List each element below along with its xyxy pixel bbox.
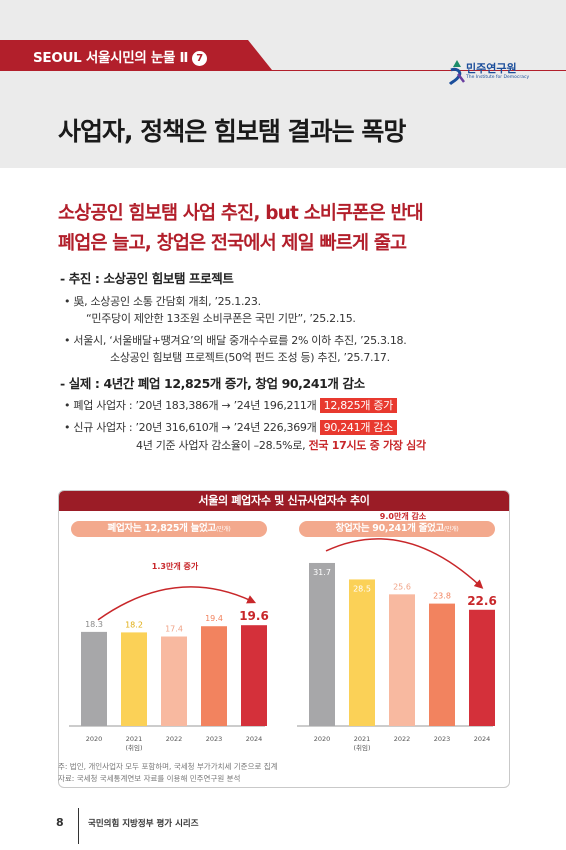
closure-tick-label-2020: 2020	[86, 735, 103, 743]
section2-bullet3: 4년 기준 사업자 감소율이 –28.5%로, 전국 17시도 중 가장 심각	[136, 439, 427, 452]
startup-value-label-2020: 31.7	[313, 568, 331, 577]
startup-bar-2021	[349, 579, 375, 726]
header-band	[0, 0, 566, 168]
closure-value-label-2021: 18.2	[125, 620, 143, 629]
page-number: 8	[56, 816, 64, 829]
section2-bullet1: • 폐업 사업자 : ’20년 183,386개 → ’24년 196,211개…	[64, 397, 397, 413]
chart-note: 주: 법인, 개인사업자 모두 포함하며, 국세청 부가가치세 기준으로 집계	[58, 762, 278, 771]
headline-line-1: 소상공인 힘보탬 사업 추진, but 소비쿠폰은 반대	[58, 203, 424, 224]
section2-highlight-1: 12,825개 증가	[319, 398, 397, 413]
logo-subtitle: The Institute for Democracy	[466, 75, 530, 80]
startup-value-label-2023: 23.8	[433, 592, 451, 601]
closure-value-label-2022: 17.4	[165, 625, 183, 634]
series-number: 7	[192, 51, 208, 66]
header-rule	[0, 70, 566, 71]
section2-title: - 실제 : 4년간 폐업 12,825개 증가, 창업 90,241개 감소	[60, 376, 365, 391]
logo: 민주연구원 The Institute for Democracy	[448, 58, 538, 88]
startup-annotation: 9.0만개 감소	[380, 511, 427, 521]
startup-tick-label-2023: 2023	[434, 735, 451, 743]
startup-bar-2023	[429, 603, 455, 726]
closure-tick-label-2023: 2023	[206, 735, 223, 743]
closure-tick-label-2021: 2021	[126, 735, 143, 743]
startup-value-label-2021: 28.5	[353, 584, 371, 593]
startup-tick-label-2020: 2020	[314, 735, 331, 743]
section2-highlight-2: 90,241개 감소	[319, 420, 397, 435]
closure-value-label-2023: 19.4	[205, 614, 223, 623]
closure-trend-arrow	[97, 586, 257, 621]
startup-value-label-2024: 22.6	[467, 594, 497, 608]
section1-title: - 추진 : 소상공인 힘보탬 프로젝트	[60, 271, 234, 286]
chart-box: 서울의 폐업자수 및 신규사업자수 추이 폐업자는 12,825개 늘었고(만개…	[58, 490, 510, 788]
startup-tick-label-2022: 2022	[394, 735, 411, 743]
section1-bullet2-line2: 소상공인 힘보탬 프로젝트(50억 펀드 조성 등) 추진, ’25.7.17.	[110, 351, 390, 364]
headline-line-2: 폐업은 늘고, 창업은 전국에서 제일 빠르게 줄고	[58, 233, 407, 254]
section2-red-text: 전국 17시도 중 가장 심각	[308, 439, 427, 452]
closure-bar-2024	[241, 625, 267, 726]
section2-bullet2: • 신규 사업자 : ’20년 316,610개 → ’24년 226,369개…	[64, 419, 397, 435]
closure-tick-note-2021: (취임)	[125, 744, 142, 752]
page-title: 사업자, 정책은 힘보탬 결과는 폭망	[58, 117, 406, 146]
section1-bullet1-line1: • 吳, 소상공인 소통 간담회 개최, ’25.1.23.	[64, 295, 261, 308]
closure-annotation: 1.3만개 증가	[152, 561, 199, 571]
startup-bar-2024	[469, 609, 495, 726]
logo-mark-icon	[448, 60, 465, 86]
section1-bullet1-line2: “민주당이 제안한 13조원 소비쿠폰은 국민 기만”, ’25.2.15.	[86, 312, 356, 325]
footer-series-text: 국민의힘 지방정부 평가 시리즈	[88, 819, 199, 829]
chart-left-pill: 폐업자는 12,825개 늘었고(만개)	[71, 521, 267, 537]
closure-bar-2022	[161, 636, 187, 726]
chart-source: 자료: 국세청 국세통계연보 자료를 이용해 민주연구원 분석	[58, 774, 241, 783]
chart-title: 서울의 폐업자수 및 신규사업자수 추이	[59, 491, 509, 511]
startup-value-label-2022: 25.6	[393, 582, 411, 591]
closure-tick-label-2022: 2022	[166, 735, 183, 743]
startup-tick-label-2024: 2024	[474, 735, 491, 743]
bar-charts: 18.3202018.22021(취임)17.4202219.4202319.6…	[69, 511, 497, 752]
closure-value-label-2020: 18.3	[85, 620, 103, 629]
closure-bar-2020	[81, 631, 107, 726]
startup-tick-note-2021: (취임)	[353, 744, 370, 752]
logo-name: 민주연구원	[466, 62, 517, 75]
closure-tick-label-2024: 2024	[246, 735, 263, 743]
closure-value-label-2024: 19.6	[239, 609, 269, 623]
chart-right-pill: 창업자는 90,241개 줄었고(만개)	[299, 521, 495, 537]
footer-rule	[78, 808, 79, 844]
startup-tick-label-2021: 2021	[354, 735, 371, 743]
startup-trend-arrow	[325, 538, 484, 589]
section1-bullet2-line1: • 서울시, ‘서울배달+땡겨요’의 배달 중개수수료를 2% 이하 추진, ’…	[64, 334, 407, 347]
closure-bar-2021	[121, 632, 147, 726]
startup-bar-2022	[389, 594, 415, 726]
series-tab	[0, 40, 272, 70]
startup-bar-2020	[309, 562, 335, 726]
closure-bar-2023	[201, 626, 227, 726]
